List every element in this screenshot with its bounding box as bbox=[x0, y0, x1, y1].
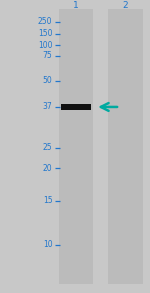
Bar bbox=[61, 104, 91, 110]
Text: 10: 10 bbox=[43, 240, 52, 249]
Text: 50: 50 bbox=[43, 76, 52, 85]
Text: 25: 25 bbox=[43, 144, 52, 152]
Text: 1: 1 bbox=[73, 1, 79, 10]
Text: 37: 37 bbox=[43, 103, 52, 111]
Text: 75: 75 bbox=[43, 51, 52, 60]
Text: 20: 20 bbox=[43, 164, 52, 173]
Text: 100: 100 bbox=[38, 41, 52, 50]
Bar bbox=[59, 9, 93, 284]
Bar bbox=[108, 9, 142, 284]
Text: 250: 250 bbox=[38, 18, 52, 26]
Text: 15: 15 bbox=[43, 196, 52, 205]
Text: 150: 150 bbox=[38, 29, 52, 38]
Text: 2: 2 bbox=[122, 1, 128, 10]
